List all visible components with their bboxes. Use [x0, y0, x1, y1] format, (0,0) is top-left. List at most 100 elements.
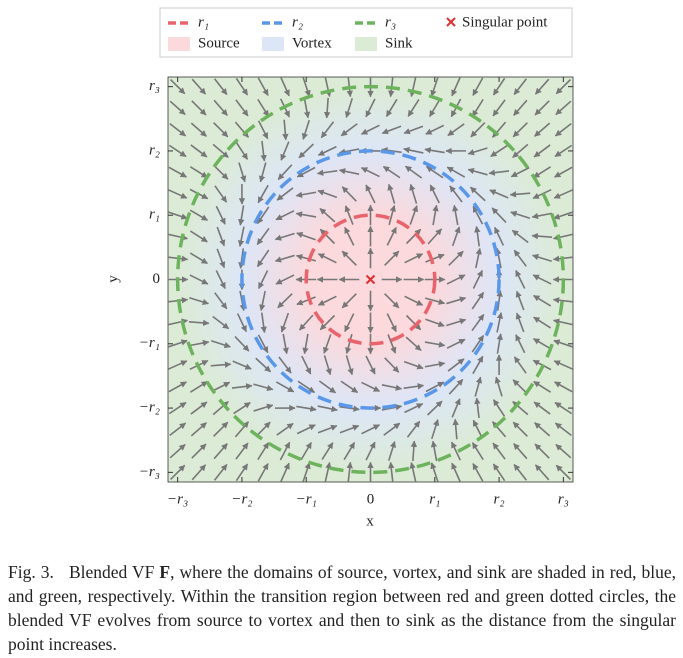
vector-arrow: [278, 356, 292, 374]
vector-arrow: [429, 98, 441, 118]
vector-arrow: [509, 191, 531, 198]
vector-arrow: [533, 166, 552, 179]
vector-arrow: [492, 442, 506, 460]
vector-arrow: [276, 422, 294, 436]
vector-arrow: [491, 207, 507, 223]
legend-label: r₁: [198, 14, 209, 30]
vector-arrow: [494, 226, 505, 246]
vector-arrow: [258, 270, 269, 290]
vector-arrow: [216, 226, 226, 247]
vector-arrow: [492, 463, 506, 482]
vector-arrow: [407, 98, 420, 117]
vector-arrow: [446, 338, 466, 349]
vector-arrow: [534, 443, 550, 459]
vector-arrow: [210, 361, 232, 368]
y-axis-label: y: [105, 275, 121, 283]
vector-arrow: [405, 336, 422, 352]
vector-arrow: [387, 183, 396, 204]
legend-label: Sink: [385, 35, 413, 51]
vector-arrow: [275, 381, 295, 393]
vector-arrow: [322, 334, 332, 354]
vector-arrow: [258, 162, 267, 183]
vector-arrow: [496, 333, 503, 354]
vector-arrow: [279, 441, 291, 461]
vector-arrow: [388, 440, 397, 461]
vector-arrow: [188, 319, 210, 327]
radius-circle: [175, 84, 566, 475]
vector-arrow: [216, 248, 226, 269]
vector-arrow: [430, 440, 438, 462]
vector-arrow: [515, 290, 525, 311]
vector-arrow: [213, 122, 229, 138]
vector-arrow: [257, 463, 269, 482]
vector-arrow: [303, 97, 311, 119]
vector-arrow: [424, 147, 445, 154]
vector-arrow: [513, 443, 528, 460]
vector-arrow: [467, 147, 488, 156]
vector-arrow: [511, 229, 529, 244]
vector-arrow: [275, 210, 295, 221]
caption-text: Blended VF: [68, 562, 160, 582]
vector-arrow: [452, 204, 459, 226]
vector-arrow: [256, 206, 270, 225]
vector-arrow: [446, 318, 467, 327]
vector-arrow: [470, 122, 486, 138]
vector-arrow: [430, 77, 439, 97]
caption-text: F: [159, 562, 171, 582]
vector-arrow: [450, 441, 462, 461]
vector-arrow: [553, 339, 573, 348]
vector-arrow: [424, 297, 446, 305]
vector-arrow: [296, 405, 317, 412]
vector-arrow: [296, 296, 316, 306]
vector-arrow: [168, 339, 188, 348]
vector-arrow: [532, 274, 552, 285]
vector-arrow: [446, 166, 466, 178]
vector-arrow: [339, 424, 360, 434]
vector-arrow: [515, 312, 525, 333]
vector-arrow: [475, 247, 482, 269]
vector-arrow: [472, 77, 484, 96]
vector-arrow: [533, 380, 552, 393]
vector-arrow: [447, 358, 465, 372]
vector-arrow: [403, 125, 424, 135]
vector-arrow: [234, 336, 250, 352]
vector-arrow: [212, 143, 229, 159]
vector-arrow: [212, 400, 229, 416]
vector-arrow: [448, 378, 464, 395]
vector-arrow: [533, 294, 552, 307]
vector-arrow: [489, 189, 509, 199]
vector-arrow: [344, 98, 353, 119]
vector-arrow: [383, 422, 401, 436]
vector-arrow: [280, 312, 290, 333]
vector-arrow: [280, 141, 290, 161]
vector-arrow: [280, 77, 290, 97]
x-tick-label: r₃: [558, 491, 569, 507]
vector-arrow: [214, 292, 228, 310]
vector-arrow: [235, 463, 249, 482]
vector-arrow: [274, 232, 295, 241]
vector-arrow: [534, 100, 550, 116]
vector-arrow: [387, 334, 397, 354]
vector-arrow: [189, 209, 209, 221]
y-tick-label: 0: [153, 271, 161, 287]
vector-arrow: [382, 165, 401, 179]
vector-arrow: [446, 296, 467, 305]
vector-arrow: [213, 164, 229, 180]
vector-arrow: [492, 77, 506, 96]
vector-arrow: [555, 79, 571, 95]
vector-arrow: [472, 205, 484, 225]
y-tick-label: −r₃: [139, 464, 160, 480]
vector-arrow: [320, 121, 335, 139]
x-axis-label: x: [366, 513, 374, 529]
vector-arrow: [257, 120, 269, 140]
vector-arrow: [533, 401, 551, 415]
vector-arrow: [404, 253, 424, 264]
vector-arrow: [169, 100, 186, 116]
vector-arrow: [191, 464, 207, 481]
vector-arrow: [298, 143, 314, 159]
vector-arrow: [427, 228, 443, 245]
vector-arrow: [260, 140, 267, 162]
vector-arrow: [213, 99, 228, 116]
vector-arrow: [255, 357, 272, 373]
vector-arrow: [302, 462, 311, 482]
